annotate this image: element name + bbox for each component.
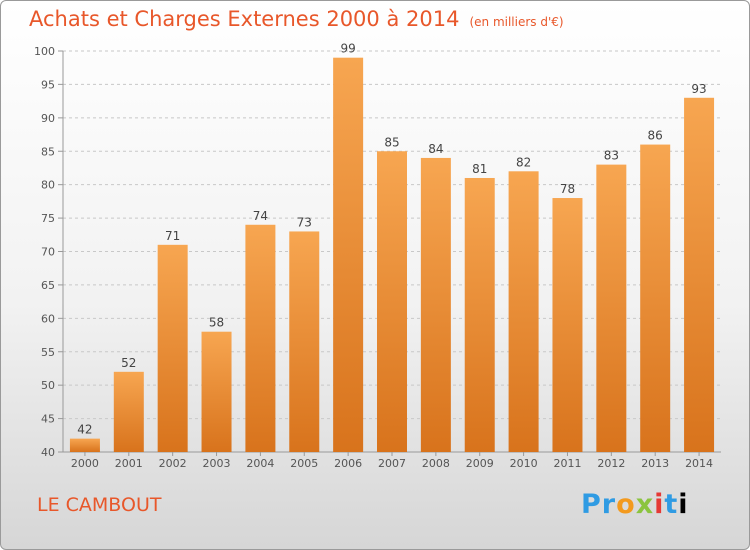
x-tick-label: 2005 <box>290 457 318 470</box>
bar <box>377 151 407 452</box>
bar <box>464 177 495 452</box>
y-tick-label: 95 <box>41 78 55 91</box>
bar <box>201 331 232 452</box>
place-name: LE CAMBOUT <box>37 494 162 516</box>
bar <box>640 144 671 453</box>
x-tick-label: 2014 <box>685 457 713 470</box>
y-tick-label: 45 <box>41 413 55 426</box>
x-tick-label: 2009 <box>466 457 494 470</box>
bar-value-label: 83 <box>604 149 619 163</box>
x-tick-label: 2001 <box>115 457 143 470</box>
bar-value-label: 85 <box>384 135 399 149</box>
labels: 40 45 50 55 60 65 70 75 80 85 90 95 100 42 2000 52 2001 7… <box>34 42 713 470</box>
bar-value-label: 71 <box>165 229 180 243</box>
bar <box>552 198 583 452</box>
x-tick-label: 2006 <box>334 457 362 470</box>
x-tick-label: 2008 <box>422 457 450 470</box>
bar <box>157 244 188 452</box>
proxiti-logo: Proxiti <box>581 489 689 520</box>
bar-value-label: 81 <box>472 162 487 176</box>
x-tick-label: 2002 <box>159 457 187 470</box>
y-tick-label: 55 <box>41 346 55 359</box>
bar <box>113 371 144 452</box>
y-tick-label: 70 <box>41 246 55 259</box>
bar-value-label: 84 <box>428 142 443 156</box>
x-tick-label: 2004 <box>246 457 274 470</box>
chart-title: Achats et Charges Externes 2000 à 2014 (e… <box>29 7 564 31</box>
bar <box>333 57 364 452</box>
bar <box>508 171 539 453</box>
x-tick-label: 2012 <box>597 457 625 470</box>
x-tick-label: 2003 <box>203 457 231 470</box>
x-tick-label: 2000 <box>71 457 99 470</box>
bar <box>69 438 100 452</box>
y-tick-label: 90 <box>41 112 55 125</box>
y-tick-label: 75 <box>41 212 55 225</box>
bar-value-label: 82 <box>516 155 531 169</box>
bar <box>289 231 320 452</box>
x-tick-label: 2013 <box>641 457 669 470</box>
bar-value-label: 86 <box>648 129 663 143</box>
chart-title-text: Achats et Charges Externes 2000 à 2014 <box>29 7 460 31</box>
y-tick-label: 85 <box>41 145 55 158</box>
y-tick-label: 65 <box>41 279 55 292</box>
bars <box>69 57 715 453</box>
y-tick-label: 50 <box>41 379 55 392</box>
y-tick-label: 80 <box>41 179 55 192</box>
y-tick-label: 40 <box>41 446 55 459</box>
bar-value-label: 58 <box>209 316 224 330</box>
bar <box>596 164 627 452</box>
bar-value-label: 42 <box>77 423 92 437</box>
bar-value-label: 78 <box>560 182 575 196</box>
x-tick-label: 2010 <box>510 457 538 470</box>
bar-value-label: 93 <box>691 82 706 96</box>
bar-value-label: 73 <box>297 215 312 229</box>
x-tick-label: 2007 <box>378 457 406 470</box>
bar-value-label: 52 <box>121 356 136 370</box>
chart-unit: (en milliers d'€) <box>469 15 564 29</box>
bar-value-label: 74 <box>253 209 268 223</box>
y-tick-label: 100 <box>34 45 55 58</box>
x-tick-label: 2011 <box>553 457 581 470</box>
bar <box>420 157 451 452</box>
y-tick-label: 60 <box>41 312 55 325</box>
bar-value-label: 99 <box>340 42 355 56</box>
bar <box>684 97 715 453</box>
bar <box>245 224 276 452</box>
